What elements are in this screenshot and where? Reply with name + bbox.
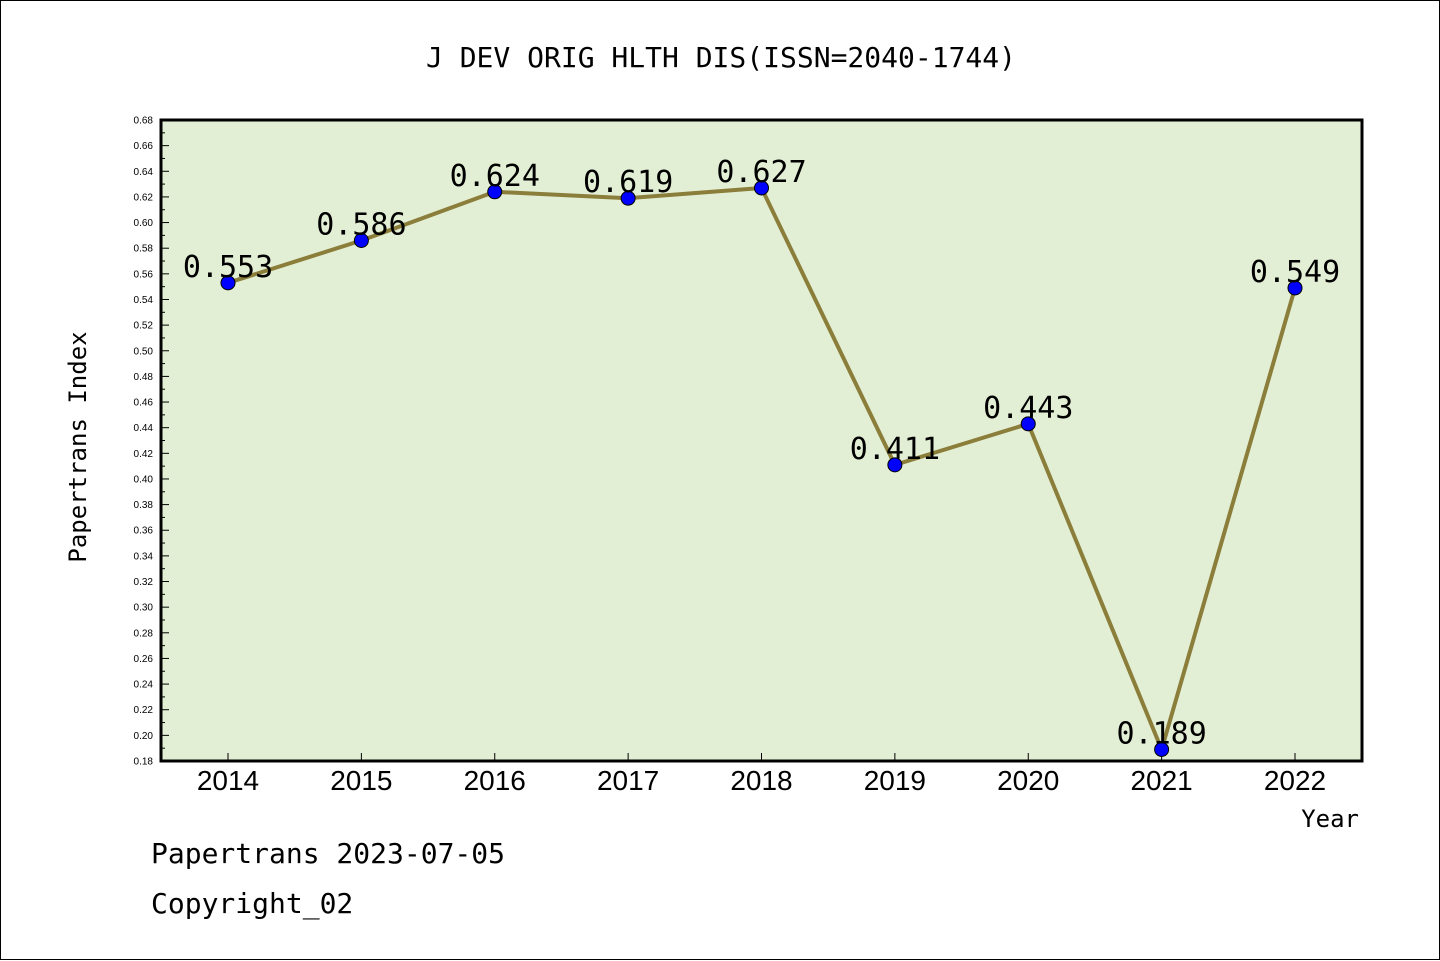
data-point — [1287, 280, 1303, 296]
y-axis-title: Papertrans Index — [64, 331, 92, 562]
y-tick-label: 0.66 — [134, 141, 154, 152]
y-tick-label: 0.44 — [134, 423, 154, 434]
x-tick-label: 2020 — [997, 765, 1059, 796]
y-tick-label: 0.60 — [134, 218, 154, 229]
x-axis-title: Year — [1301, 805, 1359, 833]
y-tick-label: 0.20 — [134, 731, 154, 742]
y-tick-label: 0.40 — [134, 474, 154, 485]
y-tick-label: 0.42 — [134, 449, 154, 460]
y-tick-label: 0.24 — [134, 680, 154, 691]
x-tick-label: 2021 — [1130, 765, 1192, 796]
y-axis: 0.18 0.20 0.22 0.24 0.26 0.28 0.30 0.32 0.34 0.36… — [134, 116, 169, 768]
data-point — [620, 190, 636, 206]
data-label: 0.624 — [450, 159, 540, 194]
y-tick-label: 0.50 — [134, 346, 154, 357]
data-label: 0.549 — [1250, 255, 1340, 290]
data-point — [353, 233, 369, 249]
y-tick-label: 0.62 — [134, 192, 154, 203]
y-tick-label: 0.64 — [134, 167, 154, 178]
data-label: 0.411 — [850, 432, 940, 467]
chart-title: J DEV ORIG HLTH DIS(ISSN=2040-1744) — [426, 41, 1016, 74]
data-point — [1020, 416, 1036, 432]
y-tick-label: 0.68 — [134, 116, 154, 127]
data-label: 0.189 — [1116, 716, 1206, 751]
x-tick-label: 2015 — [330, 765, 392, 796]
data-point — [220, 275, 236, 291]
x-tick-label: 2014 — [197, 765, 259, 796]
data-label: 0.553 — [183, 250, 273, 285]
markers-group — [220, 180, 1303, 757]
footer-copyright-text: Copyright_02 — [151, 887, 354, 920]
footer-date-text: Papertrans 2023-07-05 — [151, 837, 506, 870]
y-tick-label: 0.36 — [134, 526, 154, 537]
y-tick-label: 0.30 — [134, 603, 154, 614]
y-tick-label: 0.46 — [134, 398, 154, 409]
y-tick-label: 0.48 — [134, 372, 154, 383]
x-axis: 2014 2015 2016 2017 2018 2019 2020 2021 2022 — [197, 753, 1326, 796]
data-label: 0.443 — [983, 391, 1073, 426]
data-labels-group: 0.553 0.586 0.624 0.619 0.627 0.411 0.443 0.189… — [183, 155, 1340, 752]
x-tick-label: 2018 — [730, 765, 792, 796]
y-tick-label: 0.56 — [134, 269, 154, 280]
plot-area — [159, 118, 1364, 763]
y-tick-label: 0.22 — [134, 705, 154, 716]
x-tick-label: 2017 — [597, 765, 659, 796]
y-tick-label: 0.34 — [134, 551, 154, 562]
y-tick-label: 0.38 — [134, 500, 154, 511]
y-tick-label: 0.52 — [134, 321, 154, 332]
x-tick-label: 2022 — [1264, 765, 1326, 796]
x-tick-label: 2019 — [864, 765, 926, 796]
x-tick-label: 2016 — [464, 765, 526, 796]
data-label: 0.619 — [583, 165, 673, 200]
data-point — [487, 184, 503, 200]
data-label: 0.586 — [316, 208, 406, 243]
data-point — [1154, 741, 1170, 757]
y-tick-label: 0.32 — [134, 577, 154, 588]
y-tick-label: 0.28 — [134, 628, 154, 639]
data-label: 0.627 — [716, 155, 806, 190]
data-point — [754, 180, 769, 196]
y-tick-label: 0.54 — [134, 295, 154, 306]
y-tick-label: 0.26 — [134, 654, 154, 665]
y-tick-label: 0.18 — [134, 757, 154, 768]
data-point — [887, 457, 903, 473]
y-tick-label: 0.58 — [134, 244, 154, 255]
